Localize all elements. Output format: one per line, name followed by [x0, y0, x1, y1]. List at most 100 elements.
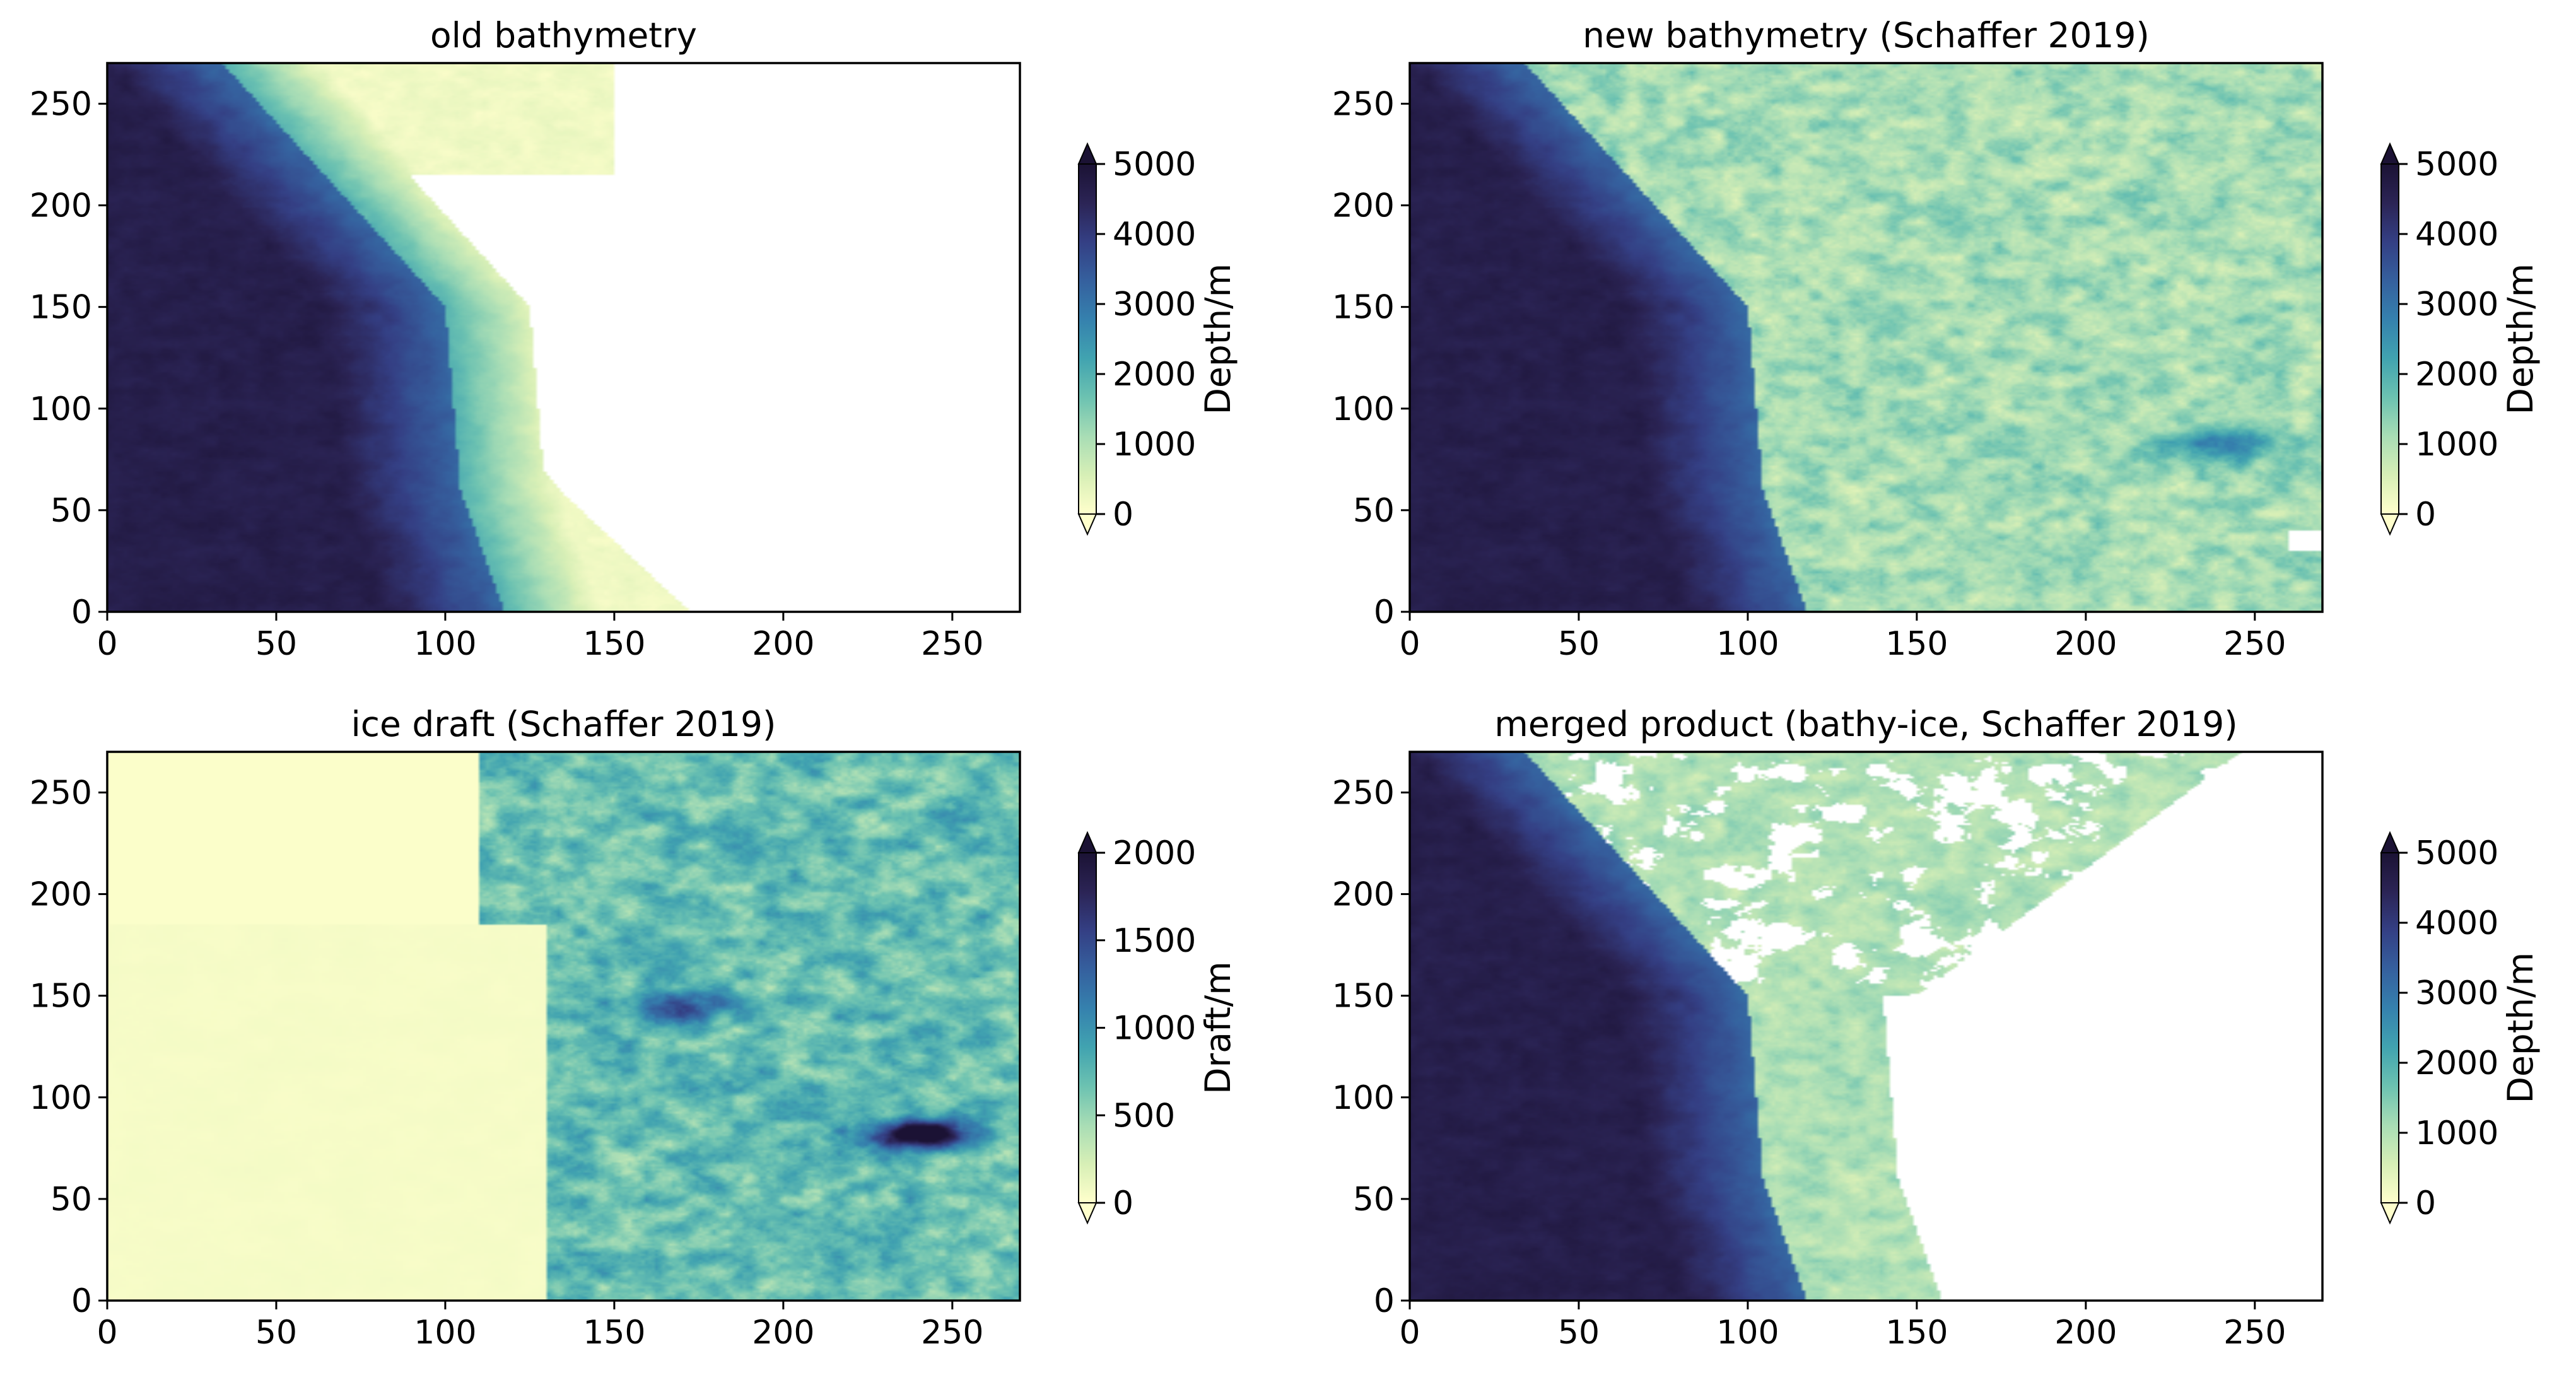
- y-tick-label: 100: [30, 390, 92, 428]
- y-tick-label: 100: [30, 1079, 92, 1117]
- colorbar-gradient: [2381, 164, 2399, 514]
- colorbar-gradient: [1079, 853, 1096, 1203]
- y-tick-label: 0: [1374, 1282, 1395, 1320]
- colorbar-tick-label: 5000: [1113, 146, 1196, 184]
- colorbar-extend-min: [2380, 1202, 2400, 1225]
- colorbar-tick-label: 0: [2415, 496, 2436, 534]
- colorbar-tick-label: 5000: [2415, 146, 2498, 184]
- colorbar-gradient: [2381, 853, 2399, 1203]
- x-tick-label: 0: [97, 625, 117, 663]
- x-tick-label: 200: [752, 625, 814, 663]
- y-tick-label: 50: [50, 492, 92, 530]
- colorbar-tick-label: 0: [2415, 1185, 2436, 1222]
- x-tick-label: 0: [97, 1314, 117, 1352]
- colorbar-tick-label: 1000: [2415, 1115, 2498, 1152]
- colorbar-extend-min: [1077, 1202, 1098, 1225]
- y-tick-label: 200: [1332, 876, 1395, 914]
- x-tick-label: 250: [921, 625, 983, 663]
- x-tick-label: 100: [414, 625, 476, 663]
- colorbar-tick-label: 2000: [2415, 1044, 2498, 1082]
- colorbar-extend-max: [1077, 142, 1098, 165]
- x-tick-label: 150: [583, 625, 645, 663]
- colorbar: 0 1000 2000 3000 4000 5000 Depth/m: [2380, 142, 2541, 536]
- colorbar: 0 500 1000 1500 2000 Draft/m: [1077, 831, 1238, 1225]
- x-tick-label: 250: [921, 1314, 983, 1352]
- colorbar-tick-label: 2000: [1113, 356, 1196, 394]
- axes-frame: [1408, 751, 2324, 1302]
- colorbar-tick-label: 500: [1113, 1097, 1175, 1135]
- colorbar-extend-min: [2380, 513, 2400, 536]
- x-tick-label: 50: [1558, 1314, 1600, 1352]
- colorbar-tick-label: 1500: [1113, 922, 1196, 960]
- y-tick-label: 150: [30, 289, 92, 327]
- y-tick-label: 250: [1332, 774, 1395, 812]
- panel-title: new bathymetry (Schaffer 2019): [1583, 15, 2150, 56]
- heatmap-image: [1410, 63, 2322, 612]
- colorbar-tick-label: 1000: [1113, 1010, 1196, 1048]
- y-tick-label: 200: [30, 187, 92, 225]
- y-tick-label: 0: [71, 1282, 92, 1320]
- colorbar-frame: [1078, 163, 1097, 515]
- heatmap-image: [107, 752, 1020, 1301]
- colorbar-tick-label: 1000: [1113, 426, 1196, 464]
- colorbar: 0 1000 2000 3000 4000 5000 Depth/m: [1077, 142, 1238, 536]
- colorbar-gradient: [1079, 164, 1096, 514]
- panel-3: ice draft (Schaffer 2019) 0 50 100 150 200 250…: [30, 704, 1238, 1352]
- colorbar-tick-label: 4000: [1113, 216, 1196, 254]
- colorbar-tick-label: 5000: [2415, 834, 2498, 872]
- y-tick-label: 150: [1332, 289, 1395, 327]
- colorbar-tick-label: 4000: [2415, 904, 2498, 942]
- colorbar-tick-label: 3000: [2415, 286, 2498, 324]
- x-tick-label: 0: [1399, 625, 1420, 663]
- colorbar-tick-label: 4000: [2415, 216, 2498, 254]
- x-tick-label: 200: [2054, 1314, 2117, 1352]
- colorbar-tick-label: 0: [1113, 496, 1133, 534]
- panel-1: old bathymetry 0 50 100 150 200 250 0 50 100 150 20…: [30, 15, 1238, 663]
- y-tick-label: 250: [1332, 85, 1395, 123]
- y-tick-label: 200: [1332, 187, 1395, 225]
- heatmap-image: [1410, 752, 2322, 1301]
- y-tick-label: 200: [30, 876, 92, 914]
- colorbar-tick-label: 1000: [2415, 426, 2498, 464]
- colorbar-tick-label: 3000: [1113, 286, 1196, 324]
- axes-frame: [106, 751, 1021, 1302]
- colorbar-extend-min: [1077, 513, 1098, 536]
- colorbar-label: Draft/m: [1198, 961, 1238, 1094]
- colorbar-frame: [2380, 852, 2399, 1203]
- colorbar-extend-max: [2380, 142, 2400, 165]
- y-tick-label: 250: [30, 774, 92, 812]
- panel-title: ice draft (Schaffer 2019): [351, 704, 776, 744]
- y-tick-label: 100: [1332, 390, 1395, 428]
- axes-frame: [1408, 62, 2324, 613]
- x-tick-label: 50: [255, 1314, 297, 1352]
- x-tick-label: 50: [1558, 625, 1600, 663]
- x-tick-label: 200: [2054, 625, 2117, 663]
- y-tick-label: 50: [1353, 492, 1395, 530]
- x-tick-label: 100: [414, 1314, 476, 1352]
- colorbar-tick-label: 2000: [2415, 356, 2498, 394]
- heatmap-image: [107, 63, 1020, 612]
- panel-2: new bathymetry (Schaffer 2019) 0 50 100 150 2…: [1332, 15, 2541, 663]
- colorbar-tick-label: 2000: [1113, 834, 1196, 872]
- x-tick-label: 0: [1399, 1314, 1420, 1352]
- colorbar-extend-max: [1077, 831, 1098, 853]
- panel-title: old bathymetry: [430, 15, 697, 56]
- y-tick-label: 250: [30, 85, 92, 123]
- y-tick-label: 0: [71, 594, 92, 631]
- panel-4: merged product (bathy-ice, Schaffer 2019…: [1332, 704, 2541, 1352]
- panel-title: merged product (bathy-ice, Schaffer 2019…: [1494, 704, 2237, 744]
- colorbar-tick-label: 0: [1113, 1185, 1133, 1222]
- axes-frame: [106, 62, 1021, 613]
- y-tick-label: 50: [1353, 1181, 1395, 1219]
- x-tick-label: 50: [255, 625, 297, 663]
- colorbar-extend-max: [2380, 831, 2400, 853]
- colorbar: 0 1000 2000 3000 4000 5000 Depth/m: [2380, 831, 2541, 1225]
- y-tick-label: 0: [1374, 594, 1395, 631]
- x-tick-label: 150: [583, 1314, 645, 1352]
- y-tick-label: 100: [1332, 1079, 1395, 1117]
- x-tick-label: 100: [1716, 1314, 1779, 1352]
- y-tick-label: 50: [50, 1181, 92, 1219]
- x-tick-label: 150: [1885, 625, 1948, 663]
- y-tick-label: 150: [30, 978, 92, 1015]
- x-tick-label: 150: [1885, 1314, 1948, 1352]
